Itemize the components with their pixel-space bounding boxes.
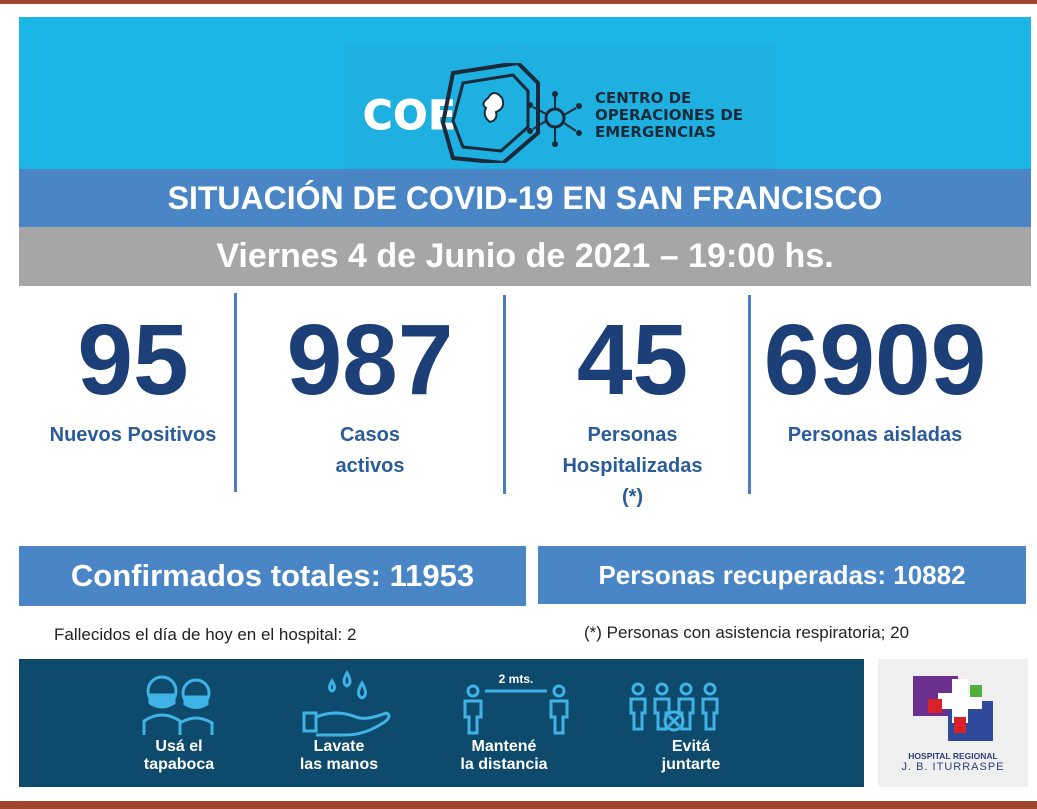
svg-text:2 mts.: 2 mts. [499,672,534,686]
hospital-name: HOSPITAL REGIONAL [908,751,998,761]
confirmed-total: Confirmados totales: 11953 [19,546,526,606]
face-mask-icon [142,675,214,735]
hand-wash-icon [302,670,391,737]
header-banner: COE CENTRO DE OPERACIONES DE EMERGENCIAS [19,17,1031,175]
stat-value: 987 [286,304,454,416]
stat-value: 6909 [763,304,987,416]
deaths-note: Fallecidos el día de hoy en el hospital:… [54,625,357,644]
measure-no-gathering: Evitá juntarte [596,659,786,787]
no-gathering-icon [629,682,719,732]
stat-label: Casos [339,424,401,446]
stat-label: Personas [587,424,678,446]
stat-label: activos [335,455,405,477]
coe-logo-text: CENTRO DE OPERACIONES DE EMERGENCIAS [595,89,744,141]
stat-active-cases: 987 Casos activos [270,300,470,482]
hospital-cross-icon [913,676,993,741]
measure-distance: 2 mts. Mantené la distancia [409,659,599,787]
stat-label: Personas aisladas [787,424,963,446]
prevention-measures: Usá el tapaboca Lavate las manos [19,659,864,787]
page-title: SITUACIÓN DE COVID-19 EN SAN FRANCISCO [19,169,1031,227]
respiratory-note: (*) Personas con asistencia respiratoria… [584,623,910,642]
stat-divider [234,293,237,492]
coe-logo-abbr: COE [363,93,457,140]
stat-hospitalized: 45 Personas Hospitalizadas (*) [530,300,735,513]
measure-handwash: Lavate las manos [244,659,434,787]
stat-value: 95 [77,304,189,416]
virus-network-icon [440,63,582,163]
stat-divider [503,295,506,494]
hospital-name-sub: J. B. ITURRASPE [901,761,1005,773]
top-frame-line [0,0,1037,4]
coe-logo: COE CENTRO DE OPERACIONES DE EMERGENCIAS [345,45,775,175]
social-distance-icon: 2 mts. [463,672,569,735]
stat-label: Hospitalizadas [562,455,703,477]
stat-label: (*) [621,486,644,508]
stat-value: 45 [576,304,689,416]
measure-mask: Usá el tapaboca [84,659,274,787]
stat-divider [748,295,751,494]
bottom-frame-line [0,801,1037,809]
hospital-logo: HOSPITAL REGIONAL J. B. ITURRASPE [878,659,1028,787]
stat-new-positives: 95 Nuevos Positivos [33,300,233,451]
report-date: Viernes 4 de Junio de 2021 – 19:00 hs. [19,227,1031,286]
stat-label: Nuevos Positivos [49,424,217,446]
stat-isolated: 6909 Personas aisladas [760,300,990,451]
recovered-total: Personas recuperadas: 10882 [538,546,1026,604]
